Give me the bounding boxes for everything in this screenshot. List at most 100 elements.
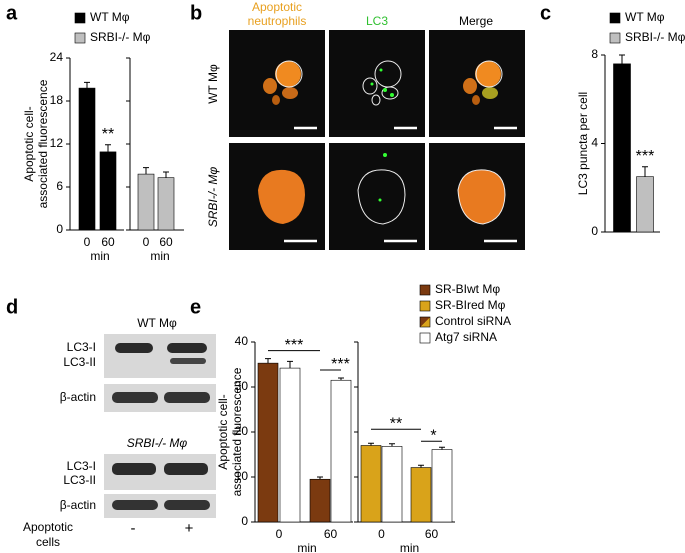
lane-label: + (185, 520, 194, 537)
micrograph (329, 143, 425, 250)
error-bar (368, 442, 374, 446)
legend-swatch (74, 12, 86, 24)
y-tick-label: 24 (50, 50, 64, 64)
legend-label: Control siRNA (435, 314, 511, 328)
panel-letter: d (6, 296, 18, 318)
error-bar (619, 54, 625, 64)
y-tick-label: 20 (235, 424, 249, 438)
y-tick-label: 0 (591, 224, 598, 238)
bar (410, 467, 432, 523)
y-axis-label: associated fluorescence (230, 367, 244, 496)
error-bar (389, 443, 395, 447)
legend-label: WT Mφ (90, 10, 130, 24)
band-label: LC3-I (67, 459, 96, 473)
y-axis-label: Apoptotic cell- (22, 106, 36, 181)
legend-label: WT Mφ (625, 10, 665, 24)
y-axis-label: Apoptotic cell- (216, 394, 230, 469)
y-axis-label: LC3 puncta per cell (576, 92, 590, 195)
legend-swatch (419, 284, 431, 296)
y-tick-label: 0 (241, 514, 248, 528)
band-label: β-actin (60, 498, 96, 512)
y-axis-label: associated fluorescence (36, 79, 50, 208)
y-tick-label: 0 (56, 222, 63, 236)
bar (309, 478, 331, 523)
legend-swatch (609, 12, 621, 24)
x-axis-label: min (297, 541, 316, 553)
bar (78, 87, 96, 231)
cells (263, 60, 503, 106)
x-tick-label: 0 (84, 235, 91, 249)
band-label: LC3-II (63, 473, 96, 487)
y-tick-label: 10 (235, 469, 249, 483)
bar (99, 151, 117, 231)
row-label: WT Mφ (206, 64, 220, 104)
bar (279, 367, 301, 523)
x-tick-label: 0 (276, 527, 283, 541)
x-axis-label: min (90, 249, 109, 263)
micrograph (429, 30, 525, 137)
error-bar (265, 358, 271, 364)
error-bar (143, 167, 149, 175)
row-label: SRBI-/- Mφ (206, 167, 220, 228)
panel-b: Apoptotic neutrophils LC3 Merge WT Mφ SR… (206, 0, 525, 250)
blot (104, 334, 216, 378)
panel-letter: a (6, 2, 18, 24)
band-label: LC3-I (67, 340, 96, 354)
column-header: LC3 (366, 14, 388, 28)
error-bar (287, 360, 293, 369)
legend-label: Atg7 siRNA (435, 330, 497, 344)
error-bar (317, 476, 323, 480)
significance-label: ** (102, 126, 114, 143)
error-bar (105, 144, 111, 152)
band-label: LC3-II (63, 355, 96, 369)
blot-title: WT Mφ (137, 316, 177, 330)
y-tick-label: 6 (56, 179, 63, 193)
panel-d: WT Mφ LC3-I LC3-II β-actin SRBI-/- Mφ LC… (23, 316, 216, 549)
error-bar (418, 464, 424, 468)
bar (613, 63, 631, 233)
y-tick-label: 18 (50, 93, 64, 107)
x-axis-label: min (150, 249, 169, 263)
band-label: β-actin (60, 390, 96, 404)
significance-label: *** (331, 356, 350, 373)
x-tick-label: 60 (101, 235, 115, 249)
x-tick-label: 60 (425, 527, 439, 541)
y-tick-label: 4 (591, 136, 598, 150)
legend-swatch (74, 32, 86, 44)
y-tick-label: 30 (235, 379, 249, 393)
panel-letter: e (190, 296, 201, 318)
panel-letter: b (190, 2, 202, 24)
x-axis-label: min (400, 541, 419, 553)
legend-swatch (609, 32, 621, 44)
legend-label: SR-BIwt Mφ (435, 282, 500, 296)
significance-label: * (430, 428, 436, 445)
treatment-label: Apoptotic (23, 520, 73, 534)
blot-title: SRBI-/- Mφ (127, 436, 188, 450)
y-tick-label: 12 (50, 136, 64, 150)
x-tick-label: 0 (378, 527, 385, 541)
error-bar (338, 377, 344, 381)
bar (330, 379, 352, 523)
significance-label: *** (636, 148, 655, 165)
column-header: Merge (459, 14, 493, 28)
bar (257, 362, 279, 523)
panel-letter: c (540, 2, 551, 24)
bar (431, 449, 453, 523)
x-tick-label: 60 (159, 235, 173, 249)
error-bar (84, 81, 90, 89)
y-tick-label: 8 (591, 47, 598, 61)
y-tick-label: 40 (235, 334, 249, 348)
legend-swatch (419, 316, 431, 328)
x-tick-label: 0 (143, 235, 150, 249)
legend-swatch (419, 300, 431, 312)
bar (360, 445, 382, 523)
treatment-label: cells (36, 535, 60, 549)
bar (157, 177, 175, 231)
bar (381, 446, 403, 523)
lane-label: - (131, 520, 136, 537)
micrograph (229, 30, 325, 137)
legend-swatch (419, 332, 431, 344)
column-header: neutrophils (248, 14, 307, 28)
significance-label: ** (390, 415, 402, 432)
